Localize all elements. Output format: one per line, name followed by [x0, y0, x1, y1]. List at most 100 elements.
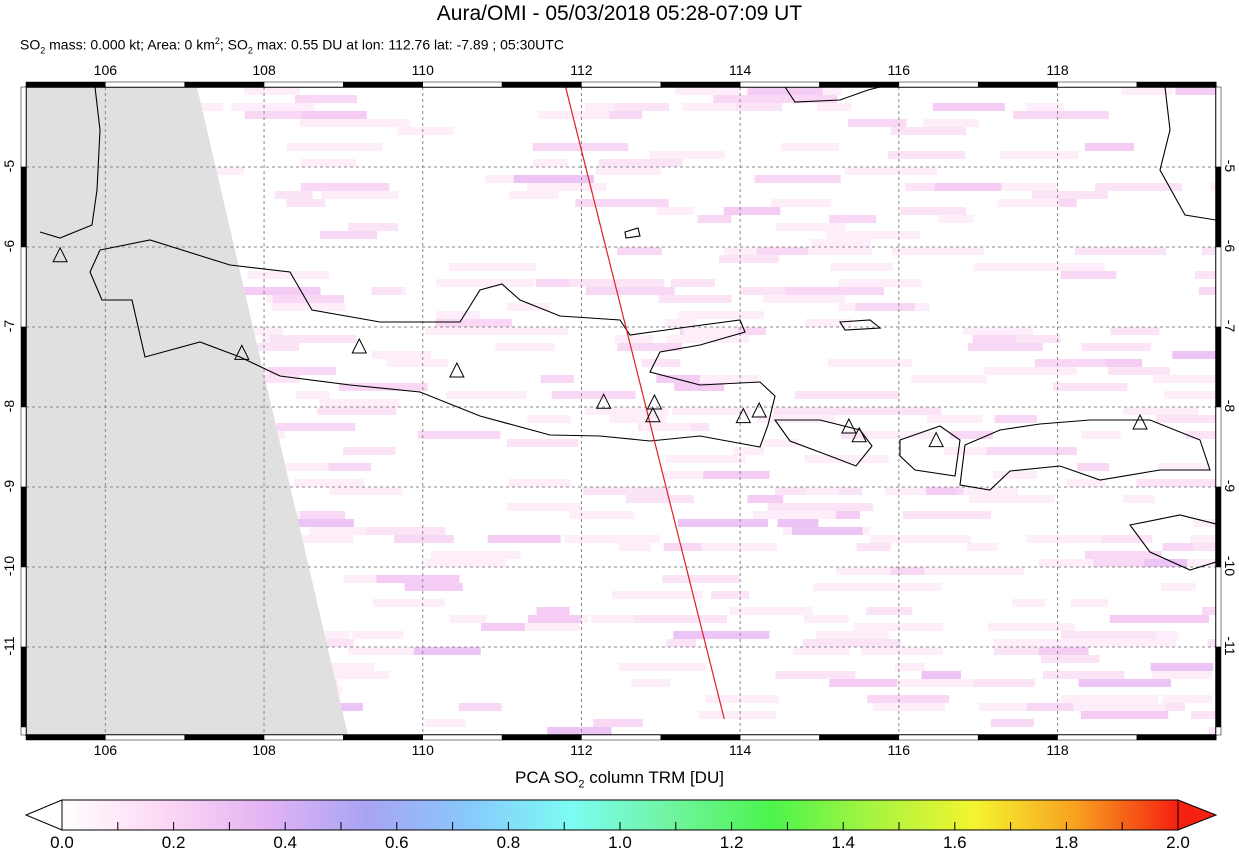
so2-pixel	[666, 455, 746, 463]
so2-pixel	[1202, 607, 1216, 615]
so2-pixel	[448, 263, 536, 271]
colorbar-label: 1.8	[1054, 833, 1079, 852]
so2-pixel	[813, 583, 910, 591]
so2-pixel	[775, 671, 856, 679]
volcano-icon	[595, 393, 612, 409]
so2-pixel	[495, 343, 556, 351]
so2-pixel	[775, 223, 846, 231]
so2-pixel	[1175, 87, 1216, 95]
colorbar-label: 1.0	[608, 833, 632, 852]
so2-pixel	[507, 503, 582, 511]
so2-pixel	[481, 623, 525, 631]
so2-pixel	[1075, 247, 1166, 255]
so2-pixel	[371, 287, 402, 295]
so2-pixel	[1000, 151, 1078, 159]
so2-pixel	[847, 119, 907, 127]
lon-tick-label: 116	[887, 62, 911, 78]
so2-pixel	[677, 311, 765, 319]
so2-pixel	[1190, 535, 1216, 543]
so2-pixel	[551, 391, 636, 399]
orbit-swath-line	[564, 87, 725, 720]
so2-pixel	[792, 527, 863, 535]
so2-pixel	[1208, 391, 1216, 399]
lon-tick-label: 114	[728, 742, 752, 758]
so2-pixel	[973, 263, 1070, 271]
colorbar-label: 0.4	[273, 833, 298, 852]
so2-pixel	[1067, 479, 1106, 487]
lon-tick-label: 116	[887, 742, 911, 758]
so2-pixel	[967, 343, 1043, 351]
so2-pixel	[450, 615, 487, 623]
so2-pixel	[535, 279, 587, 287]
volcano-icon	[1132, 413, 1148, 430]
so2-pixel	[342, 447, 396, 455]
so2-pixel	[656, 207, 694, 215]
lon-tick-label: 110	[411, 742, 434, 758]
so2-pixel	[1198, 287, 1216, 295]
lon-tick-label: 106	[93, 62, 118, 78]
so2-summary: SO2 mass: 0.000 kt; Area: 0 km2; SO2 max…	[20, 36, 564, 56]
bali-coast	[773, 419, 873, 467]
so2-pixel	[347, 647, 427, 655]
volcano-icon	[52, 246, 68, 263]
so2-pixel	[1031, 191, 1109, 199]
so2-pixel	[890, 567, 957, 575]
so2-pixel	[711, 591, 749, 599]
so2-pixel	[1081, 343, 1151, 351]
so2-pixel	[569, 511, 635, 519]
map-title: Aura/OMI - 05/03/2018 05:28-07:09 UT	[436, 2, 803, 25]
so2-pixel	[934, 183, 1002, 191]
so2-pixel	[1028, 639, 1103, 647]
so2-pixel	[869, 535, 904, 543]
so2-pixel	[1012, 599, 1046, 607]
so2-pixel	[1157, 463, 1210, 471]
so2-pixel	[1033, 263, 1105, 271]
so2-pixel	[540, 375, 574, 383]
so2-pixel	[424, 719, 467, 727]
colorbar-label: 0.0	[50, 833, 74, 852]
so2-pixel	[317, 407, 397, 415]
so2-pixel	[1043, 671, 1125, 679]
so2-pixel	[508, 191, 559, 199]
so2-pixel	[244, 111, 315, 119]
so2-pixel	[293, 479, 365, 487]
so2-pixel	[526, 183, 607, 191]
so2-pixel	[1001, 647, 1089, 655]
so2-pixel	[860, 647, 943, 655]
so2-pixel	[634, 615, 728, 623]
so2-pixel	[806, 487, 839, 495]
so2-pixel	[584, 407, 669, 415]
so2-pixel	[619, 663, 706, 671]
so2-pixel	[650, 151, 725, 159]
so2-pixel	[1038, 559, 1094, 567]
so2-pixel	[274, 191, 313, 199]
so2-pixel	[1081, 431, 1121, 439]
so2-pixel	[891, 247, 984, 255]
so2-pixel	[1095, 639, 1176, 647]
so2-pixel	[763, 439, 799, 447]
so2-pixel	[1207, 639, 1216, 647]
so2-pixel	[617, 247, 662, 255]
so2-pixel	[979, 703, 1056, 711]
so2-pixel	[1090, 631, 1127, 639]
so2-pixel	[1201, 247, 1216, 255]
so2-pixel	[372, 599, 445, 607]
so2-pixel	[614, 335, 653, 343]
lon-tick-label: 118	[1046, 62, 1069, 78]
sumba-coast	[1129, 514, 1216, 571]
so2-pixel	[877, 583, 942, 591]
so2-pixel	[1013, 111, 1109, 119]
volcano-icon	[234, 344, 250, 360]
so2-pixel	[951, 679, 1035, 687]
so2-pixel	[894, 663, 925, 671]
so2-pixel	[316, 671, 389, 679]
volcano-icon	[735, 407, 752, 424]
so2-pixel	[445, 391, 527, 399]
lon-tick-label: 108	[252, 62, 276, 78]
so2-pixel	[313, 463, 371, 471]
so2-pixel	[309, 527, 402, 535]
volcano-icon	[646, 393, 663, 410]
colorbar-label: 1.2	[719, 833, 744, 852]
so2-pixel	[924, 567, 1024, 575]
no-data-region	[26, 87, 348, 735]
